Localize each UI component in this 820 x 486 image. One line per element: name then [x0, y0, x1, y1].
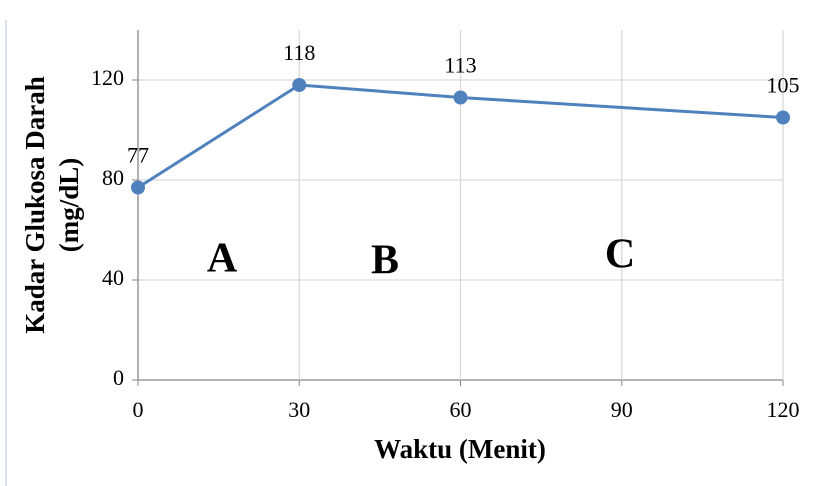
x-tick-label: 120 — [767, 397, 800, 422]
data-label: 105 — [767, 73, 800, 98]
x-tick-label: 0 — [133, 397, 144, 422]
y-tick-label: 0 — [113, 365, 124, 390]
data-label: 113 — [444, 53, 476, 78]
x-tick-label: 30 — [288, 397, 310, 422]
y-axis-title: (mg/dL) — [54, 158, 84, 253]
data-point — [292, 78, 307, 92]
y-tick-label: 120 — [91, 65, 124, 90]
annotation: C — [605, 232, 635, 278]
data-point — [131, 180, 145, 195]
y-tick-label: 80 — [102, 165, 124, 190]
annotation: B — [371, 238, 399, 284]
y-tick-label: 40 — [102, 265, 124, 290]
data-point — [453, 90, 468, 105]
y-axis-title: Kadar Glukosa Darah — [20, 76, 50, 334]
data-point — [776, 110, 790, 125]
data-label: 77 — [127, 143, 149, 168]
data-label: 118 — [283, 40, 315, 65]
data-line — [137, 83, 784, 189]
x-tick-label: 90 — [611, 397, 633, 422]
x-tick-label: 60 — [450, 397, 472, 422]
x-axis-title: Waktu (Menit) — [374, 434, 546, 464]
annotation: A — [207, 236, 238, 282]
